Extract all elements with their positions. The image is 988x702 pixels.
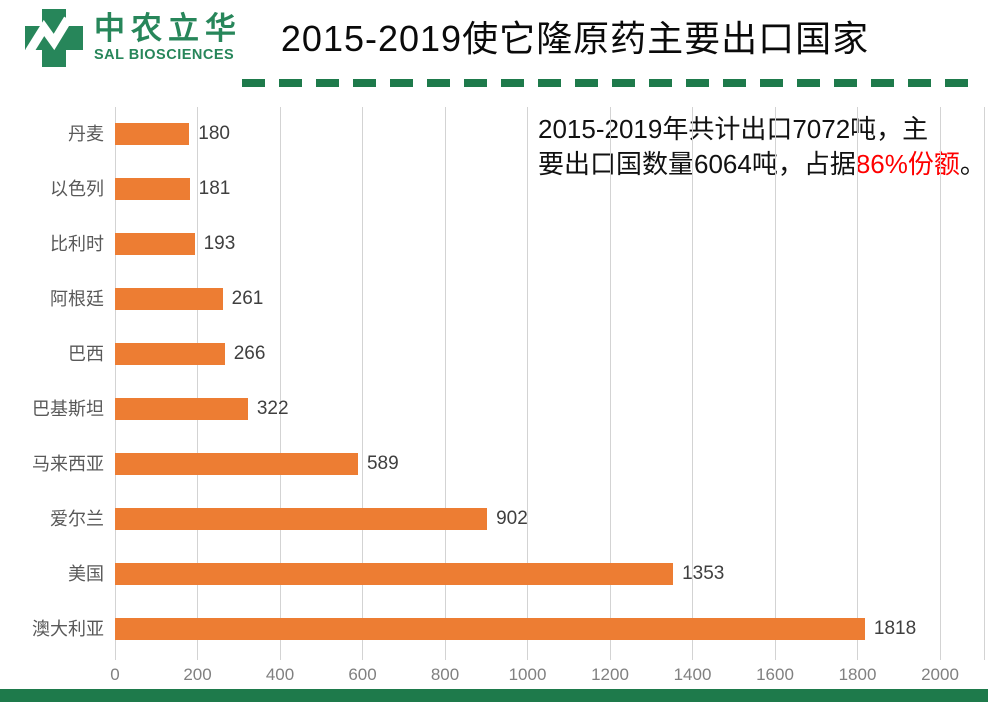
summary-annotation: 2015-2019年共计出口7072吨，主 要出口国数量6064吨，占据86%份… xyxy=(538,112,988,182)
x-tick-label: 1400 xyxy=(673,665,712,684)
bar xyxy=(115,397,248,420)
plot-right-border xyxy=(984,107,985,660)
category-label: 爱尔兰 xyxy=(50,508,104,529)
bar xyxy=(115,343,225,366)
bar xyxy=(115,123,190,146)
category-label: 巴基斯坦 xyxy=(32,398,104,419)
value-label: 261 xyxy=(231,288,264,310)
gridline xyxy=(527,107,528,660)
x-tick-label: 2000 xyxy=(921,665,959,684)
x-tick-label: 600 xyxy=(348,665,377,684)
gridline xyxy=(939,107,941,660)
x-tick-label: 1200 xyxy=(591,665,629,684)
page-title: 2015-2019使它隆原药主要出口国家 xyxy=(280,18,870,59)
category-label: 以色列 xyxy=(50,179,104,200)
value-label: 266 xyxy=(233,343,266,365)
x-tick-label: 1600 xyxy=(756,665,794,684)
value-label: 322 xyxy=(256,397,289,419)
x-tick-label: 1800 xyxy=(838,665,877,684)
bar xyxy=(115,288,223,311)
gridline xyxy=(197,107,198,660)
category-label: 阿根廷 xyxy=(50,289,104,310)
value-label: 193 xyxy=(203,233,236,255)
bar xyxy=(115,617,865,640)
gridline xyxy=(692,107,693,660)
bar xyxy=(115,562,674,585)
category-label: 巴西 xyxy=(68,344,104,365)
category-label: 比利时 xyxy=(50,234,104,255)
gridline xyxy=(774,107,776,660)
logo-en: SAL BIOSCIENCES xyxy=(94,47,235,63)
gridline xyxy=(362,107,363,660)
logo-cn: 中农立华 xyxy=(94,11,242,46)
category-label: 美国 xyxy=(68,563,104,584)
gridline xyxy=(114,107,116,660)
value-label: 902 xyxy=(496,507,528,529)
bar xyxy=(115,507,488,530)
value-label: 1353 xyxy=(682,562,725,584)
title-underline xyxy=(242,79,982,87)
x-tick-label: 1000 xyxy=(508,665,547,684)
value-label: 589 xyxy=(366,452,399,474)
value-label: 181 xyxy=(198,178,231,200)
x-tick-label: 0 xyxy=(110,665,120,684)
footer-bar xyxy=(0,689,988,702)
annotation-line-1: 2015-2019年共计出口7072吨，主 xyxy=(538,112,988,147)
bar xyxy=(115,178,190,201)
gridline xyxy=(857,107,858,660)
annotation-text: 。 xyxy=(959,149,986,179)
annotation-text: 要出口国数量6064吨，占据 xyxy=(538,149,856,179)
logo-text: 中农立华 SAL BIOSCIENCES xyxy=(94,6,242,64)
annotation-highlight: 86%份额 xyxy=(855,149,960,179)
logo: 中农立华 SAL BIOSCIENCES xyxy=(22,6,242,70)
category-label: 丹麦 xyxy=(68,124,104,145)
category-label: 马来西亚 xyxy=(32,453,104,474)
x-tick-label: 800 xyxy=(430,665,460,684)
category-label: 澳大利亚 xyxy=(32,618,104,639)
value-label: 1818 xyxy=(873,617,917,639)
gridline xyxy=(609,107,611,660)
bar xyxy=(115,452,358,475)
gridline xyxy=(444,107,446,660)
x-tick-label: 200 xyxy=(183,665,212,684)
annotation-line-2: 要出口国数量6064吨，占据86%份额。 xyxy=(538,147,988,182)
x-tick-label: 400 xyxy=(265,665,295,684)
gridline xyxy=(279,107,281,660)
value-label: 180 xyxy=(198,123,230,145)
bar xyxy=(115,233,195,256)
annotation-text: 2015-2019年共计出口7072吨，主 xyxy=(538,114,929,144)
logo-cross-icon xyxy=(25,9,83,67)
